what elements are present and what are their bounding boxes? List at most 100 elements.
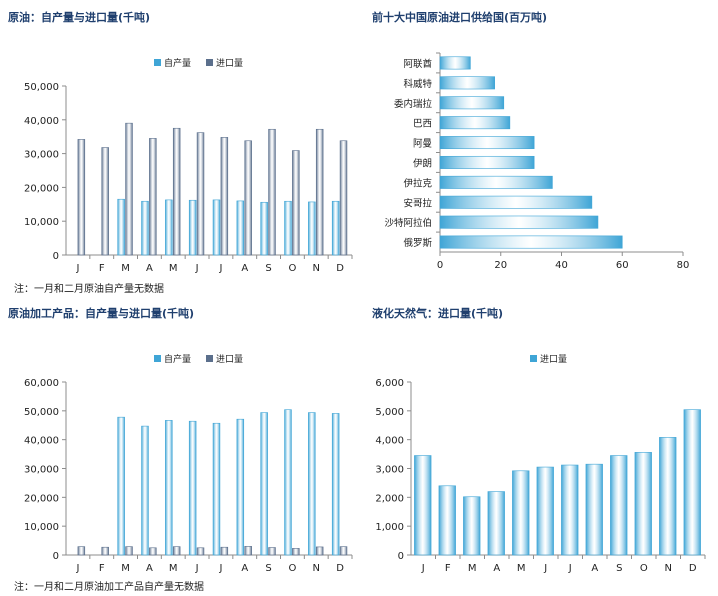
products-bar-domestic bbox=[284, 409, 292, 556]
crude-bar-domestic bbox=[212, 199, 221, 256]
lng-x-tick-label: F bbox=[445, 563, 451, 574]
crude-legend-label: 自产量 bbox=[164, 57, 191, 69]
suppliers-category-label: 沙特阿拉伯 bbox=[384, 217, 432, 229]
products-y-tick-label: 60,000 bbox=[24, 378, 59, 389]
products-legend-swatch bbox=[154, 355, 161, 362]
lng-legend-swatch bbox=[530, 355, 537, 362]
suppliers-bar bbox=[439, 56, 471, 70]
lng-y-tick-label: 4,000 bbox=[375, 436, 404, 447]
products-bar-domestic bbox=[165, 420, 173, 556]
products-y-tick-label: 50,000 bbox=[24, 407, 59, 418]
lng-x-tick-label: A bbox=[591, 563, 598, 574]
crude-title: 原油：自产量与进口量(千吨) bbox=[8, 11, 151, 24]
crude-y-tick-label: 30,000 bbox=[24, 150, 59, 161]
crude-y-tick-label: 10,000 bbox=[24, 217, 59, 228]
suppliers-category-label: 伊拉克 bbox=[403, 177, 432, 189]
suppliers-category-label: 俄罗斯 bbox=[403, 237, 432, 249]
products-bar-import bbox=[268, 547, 276, 556]
crude-legend-swatch bbox=[206, 59, 213, 66]
crude-bar-domestic bbox=[236, 200, 245, 256]
suppliers-x-tick-label: 40 bbox=[555, 260, 568, 271]
suppliers-category-label: 巴西 bbox=[413, 119, 432, 130]
crude-x-tick-label: D bbox=[336, 263, 344, 274]
products-bar-domestic bbox=[212, 422, 221, 556]
suppliers-category-label: 安哥拉 bbox=[403, 197, 432, 209]
suppliers-bar bbox=[439, 195, 593, 209]
lng-y-tick-label: 5,000 bbox=[375, 407, 404, 418]
products-legend-label: 自产量 bbox=[164, 353, 191, 365]
suppliers-bar bbox=[439, 96, 505, 110]
lng-bar-import bbox=[487, 491, 505, 556]
suppliers-bar bbox=[439, 116, 511, 130]
lng-y-tick-label: 3,000 bbox=[375, 465, 404, 476]
products-bar-import bbox=[315, 546, 324, 556]
products-x-tick-label: M bbox=[169, 563, 178, 574]
crude-bar-import bbox=[220, 137, 229, 256]
crude-x-tick-label: J bbox=[75, 263, 79, 274]
lng-bar-import bbox=[585, 463, 603, 556]
lng-bar-import bbox=[683, 409, 701, 556]
lng-legend-label: 进口量 bbox=[540, 354, 567, 365]
products-legend-label: 进口量 bbox=[216, 354, 243, 365]
products-bar-import bbox=[149, 547, 157, 556]
lng-x-tick-label: M bbox=[517, 563, 526, 574]
products-legend-swatch bbox=[206, 355, 213, 362]
products-bar-import bbox=[220, 546, 229, 556]
crude-y-tick-label: 40,000 bbox=[24, 116, 59, 127]
products-bar-domestic bbox=[260, 412, 268, 556]
lng-bar-import bbox=[634, 452, 652, 556]
suppliers-x-tick-label: 0 bbox=[437, 260, 443, 271]
crude-bar-import bbox=[315, 128, 324, 256]
suppliers-bar bbox=[439, 175, 553, 189]
crude-bar-import bbox=[268, 128, 276, 256]
suppliers-bar bbox=[439, 235, 623, 249]
products-x-tick-label: N bbox=[313, 563, 320, 574]
products-x-tick-label: A bbox=[241, 563, 248, 574]
suppliers-category-label: 科威特 bbox=[403, 78, 432, 90]
products-bar-domestic bbox=[308, 412, 316, 556]
lng-bar-import bbox=[659, 437, 677, 556]
crude-x-tick-label: N bbox=[313, 263, 320, 274]
lng-bar-import bbox=[414, 455, 432, 556]
suppliers-title: 前十大中国原油进口供给国(百万吨) bbox=[372, 11, 548, 24]
crude-y-tick-label: 0 bbox=[53, 251, 59, 262]
lng-y-tick-label: 1,000 bbox=[375, 522, 404, 533]
suppliers-category-label: 阿曼 bbox=[413, 139, 433, 150]
lng-bar-import bbox=[610, 455, 628, 556]
crude-bar-import bbox=[244, 140, 252, 256]
crude-bar-domestic bbox=[165, 199, 173, 256]
lng-x-tick-label: A bbox=[493, 563, 500, 574]
suppliers-bar bbox=[439, 215, 599, 229]
lng-x-tick-label: J bbox=[421, 563, 425, 574]
products-bar-import bbox=[77, 546, 86, 556]
lng-bar-import bbox=[536, 466, 554, 556]
products-bar-domestic bbox=[117, 416, 125, 556]
crude-legend-swatch bbox=[154, 59, 161, 66]
crude-bar-import bbox=[292, 150, 300, 256]
lng-x-tick-label: M bbox=[468, 563, 477, 574]
crude-x-tick-label: S bbox=[265, 263, 271, 274]
crude-y-tick-label: 20,000 bbox=[24, 183, 59, 194]
crude-bar-domestic bbox=[117, 198, 125, 256]
lng-x-tick-label: N bbox=[665, 563, 672, 574]
crude-bar-domestic bbox=[331, 200, 340, 256]
lng-bar-import bbox=[438, 485, 456, 556]
crude-bar-domestic bbox=[308, 201, 316, 256]
products-y-tick-label: 40,000 bbox=[24, 436, 59, 447]
products-y-tick-label: 0 bbox=[53, 551, 59, 562]
crude-x-tick-label: A bbox=[146, 263, 153, 274]
lng-bar-import bbox=[561, 464, 579, 556]
crude-x-tick-label: J bbox=[195, 263, 199, 274]
lng-y-tick-label: 2,000 bbox=[375, 493, 404, 504]
suppliers-x-tick-label: 80 bbox=[677, 260, 690, 271]
products-bar-domestic bbox=[236, 418, 245, 556]
products-note: 注：一月和二月原油加工产品自产量无数据 bbox=[14, 582, 204, 593]
products-x-tick-label: F bbox=[99, 563, 105, 574]
products-bar-import bbox=[292, 548, 300, 556]
products-y-tick-label: 10,000 bbox=[24, 522, 59, 533]
crude-bar-import bbox=[77, 139, 86, 256]
products-bar-import bbox=[125, 546, 133, 556]
crude-bar-domestic bbox=[260, 201, 268, 256]
products-x-tick-label: O bbox=[288, 563, 296, 574]
suppliers-bar bbox=[439, 136, 535, 150]
